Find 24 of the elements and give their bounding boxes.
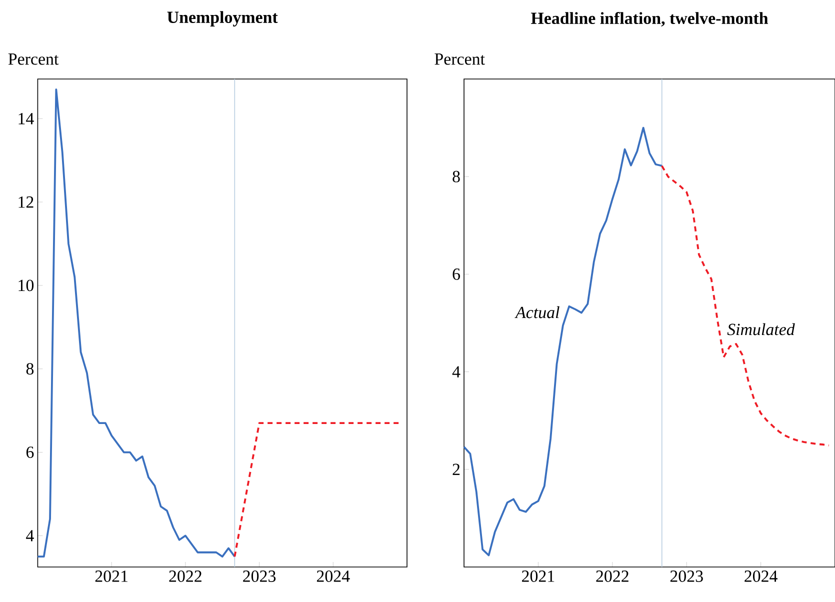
y-tick-label: 4 [26,530,34,542]
x-tick-label: 2021 [95,570,128,582]
x-tick-label: 2024 [316,570,350,582]
chart-title: Headline inflation, twelve-month [531,12,768,26]
x-tick-label: 2023 [243,570,276,582]
x-tick-label: 2021 [522,570,554,582]
y-tick-label: 14 [18,113,34,124]
y-tick-label: 12 [18,196,34,208]
y-tick-label: 2 [452,464,460,475]
x-tick-label: 2023 [670,570,703,582]
y-tick-label: 6 [452,268,460,280]
y-tick-label: 8 [452,170,460,182]
chart-title: Unemployment [167,11,278,26]
y-tick-label: 10 [18,280,34,292]
series-label: Actual [514,306,560,318]
y-tick-label: 6 [26,446,34,458]
y-tick-label: 4 [452,366,460,378]
y-tick-label: 8 [26,363,34,375]
y-axis-title: Percent [434,54,485,65]
x-tick-label: 2024 [744,570,778,582]
y-axis-title: Percent [8,54,59,65]
x-tick-label: 2022 [596,570,628,582]
series-label: Simulated [727,323,795,336]
x-tick-label: 2022 [169,570,202,582]
